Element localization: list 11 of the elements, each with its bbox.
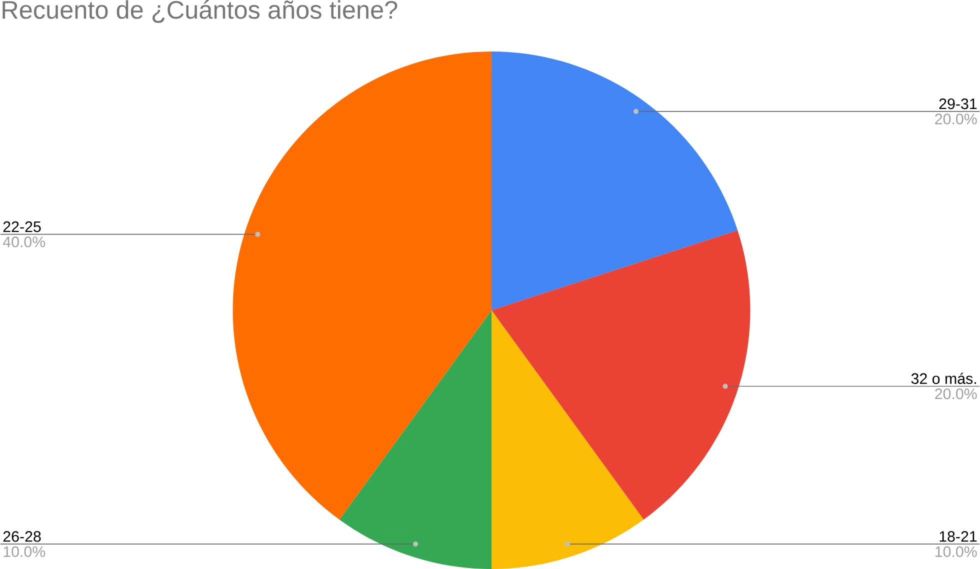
slice-label: 26-28 [3,531,41,542]
slice-label: 22-25 [3,221,41,232]
data-label: 10.0% [4,546,46,557]
data-label: 20.0% [935,388,977,400]
data-label: 40.0% [2,236,46,248]
slice-label: 29-31 [939,98,977,110]
data-label: 10.0% [936,546,977,557]
slice-label: 18-21 [940,531,977,542]
chart-title: Recuento de ¿Cuántos años tiene? [2,0,398,23]
data-label: 20.0% [935,114,977,124]
slice-label: 32 o más. [911,372,976,384]
